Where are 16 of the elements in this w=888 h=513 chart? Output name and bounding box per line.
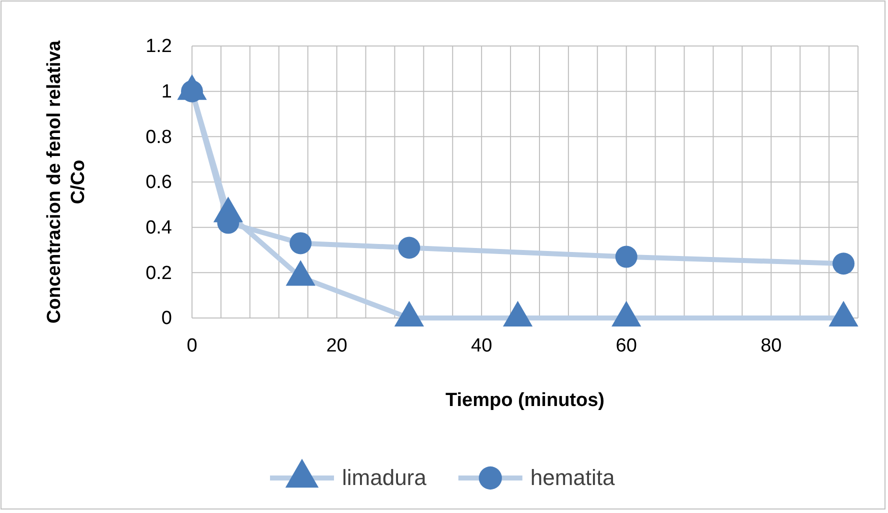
y-tick-label: 0: [161, 308, 172, 330]
x-tick-label: 60: [616, 335, 637, 356]
legend-label: hematita: [530, 465, 616, 490]
y-tick-label: 1.2: [146, 36, 172, 58]
legend-label: limadura: [342, 465, 428, 490]
x-tick-label: 0: [186, 335, 198, 356]
y-tick-label: 0.8: [146, 126, 172, 148]
y-tick-label: 0.6: [146, 172, 172, 194]
y-tick-label: 1: [161, 81, 172, 102]
x-tick-label: 20: [326, 335, 348, 356]
x-axis-title: Tiempo (minutos): [445, 390, 605, 411]
x-tick-label: 80: [760, 335, 782, 356]
y-axis-title: Concentracion de fenol relativa C/Co: [44, 40, 89, 324]
y-tick-label: 0.2: [146, 262, 172, 284]
y-tick-label: 0.4: [146, 217, 172, 238]
x-tick-label: 40: [470, 335, 492, 356]
